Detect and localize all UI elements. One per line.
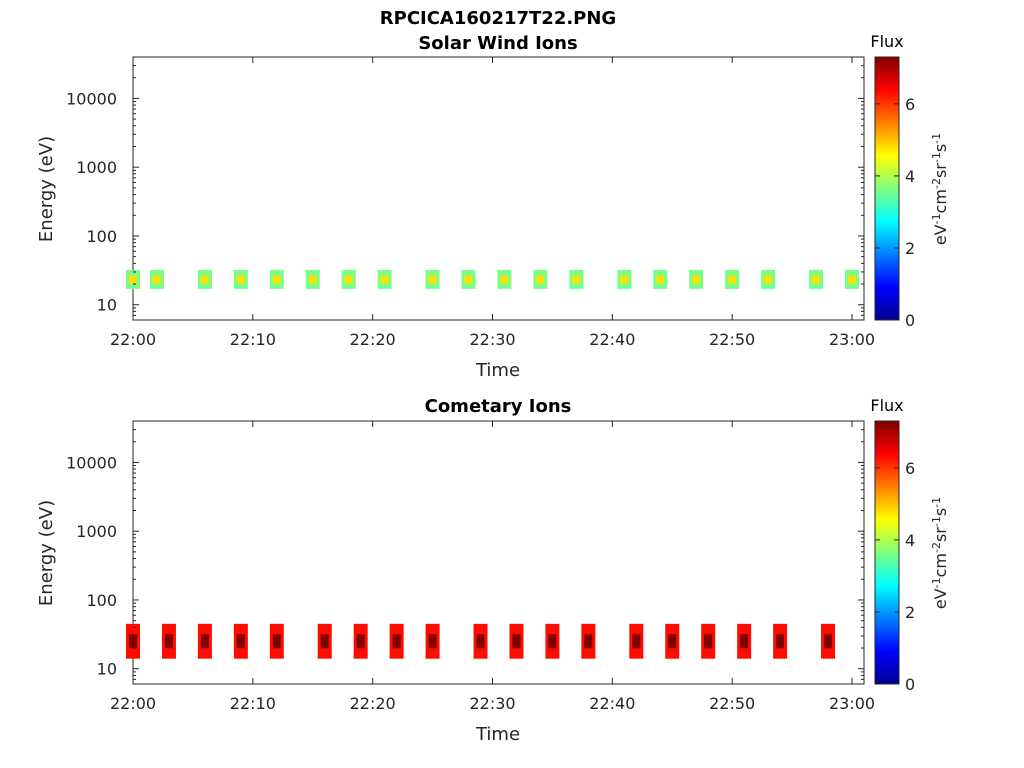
y-tick-label: 10	[97, 296, 117, 315]
colorbar-tick-label: 6	[905, 95, 915, 114]
solar-wind-panel: Solar Wind Ions 22:00 22:10 22:20 22:30 22:4…	[36, 32, 950, 381]
x-tick-label: 22:20	[350, 330, 396, 349]
flux-band-core	[200, 275, 209, 284]
panel-title: Solar Wind Ions	[418, 33, 577, 54]
y-axis-label: Energy (eV)	[36, 500, 57, 606]
flux-band-core	[584, 634, 593, 649]
colorbar-title: Flux	[870, 32, 903, 51]
flux-band-core	[824, 634, 833, 649]
x-tick-label: 22:50	[709, 330, 755, 349]
figure-title: RPCICA160217T22.PNG	[380, 8, 616, 29]
flux-band-core	[152, 275, 161, 284]
spectrogram-marks	[126, 269, 860, 289]
x-tick-label: 22:50	[709, 694, 755, 713]
x-tick-label: 23:00	[829, 694, 875, 713]
flux-band-core	[129, 634, 137, 649]
y-tick-label: 100	[86, 227, 117, 246]
x-tick-label: 22:40	[589, 330, 635, 349]
colorbar-tick-label: 4	[905, 167, 915, 186]
flux-band-core	[572, 275, 581, 284]
colorbar-tick-label: 6	[905, 459, 915, 478]
flux-band-core	[164, 634, 173, 649]
flux-band-core	[812, 275, 821, 284]
colorbar	[874, 420, 900, 685]
flux-band-core	[656, 275, 665, 284]
x-tick-label: 23:00	[829, 330, 875, 349]
y-tick-label: 10	[97, 660, 117, 679]
y-tick-label: 100	[86, 591, 117, 610]
cometary-panel: Cometary Ions 22:00 22:10 22:20 22:30 22:40 2…	[36, 396, 950, 745]
flux-band-core	[776, 634, 785, 649]
flux-band-core	[272, 634, 281, 649]
colorbar	[874, 56, 900, 321]
flux-band-core	[500, 275, 509, 284]
flux-band-core	[272, 275, 281, 284]
colorbar-tick-label: 2	[905, 603, 915, 622]
colorbar-tick-label: 0	[905, 311, 915, 330]
y-tick-label: 1000	[76, 522, 117, 541]
colorbar-tick-label: 0	[905, 675, 915, 694]
y-tick-label: 10000	[66, 89, 117, 108]
colorbar-tick-label: 2	[905, 239, 915, 258]
flux-band-core	[512, 634, 521, 649]
flux-band-core	[236, 634, 245, 649]
colorbar-units: eV-1cm-2sr-1s-1	[930, 497, 950, 609]
colorbar-title: Flux	[870, 396, 903, 415]
flux-band-core	[392, 634, 401, 649]
flux-band-core	[320, 634, 329, 649]
x-tick-label: 22:00	[110, 694, 156, 713]
y-tick-label: 1000	[76, 158, 117, 177]
x-axis-label: Time	[475, 724, 520, 745]
spectrogram-marks	[126, 623, 836, 659]
flux-band-core	[548, 634, 557, 649]
colorbar-units: eV-1cm-2sr-1s-1	[930, 133, 950, 245]
y-tick-label: 10000	[66, 453, 117, 472]
flux-band-core	[129, 275, 137, 284]
flux-band-core	[728, 275, 737, 284]
flux-band-core	[236, 275, 245, 284]
flux-band-core	[848, 275, 857, 284]
y-axis-label: Energy (eV)	[36, 136, 57, 242]
colorbar-ticks: 0 2 4 6	[875, 95, 915, 330]
x-tick-label: 22:00	[110, 330, 156, 349]
flux-band-core	[308, 275, 317, 284]
x-tick-label: 22:10	[230, 694, 276, 713]
flux-band-core	[620, 275, 629, 284]
colorbar-tick-label: 4	[905, 531, 915, 550]
axis-ticks	[132, 420, 864, 685]
flux-band-core	[692, 275, 701, 284]
flux-band-core	[476, 634, 485, 649]
x-tick-label: 22:20	[350, 694, 396, 713]
flux-band-core	[428, 275, 437, 284]
flux-band-core	[632, 634, 641, 649]
x-tick-label: 22:40	[589, 694, 635, 713]
x-tick-label: 22:30	[469, 694, 515, 713]
flux-band-core	[380, 275, 389, 284]
panel-title: Cometary Ions	[425, 396, 572, 417]
x-tick-label: 22:10	[230, 330, 276, 349]
flux-band-core	[428, 634, 437, 649]
flux-band-core	[704, 634, 713, 649]
flux-band-core	[356, 634, 365, 649]
tick-labels: 22:00 22:10 22:20 22:30 22:40 22:50 23:00 10 100…	[66, 453, 875, 713]
flux-band-core	[200, 634, 209, 649]
axis-ticks	[132, 56, 864, 321]
colorbar-ticks: 0 2 4 6	[875, 459, 915, 694]
flux-band-core	[344, 275, 353, 284]
flux-band-core	[536, 275, 545, 284]
x-axis-label: Time	[475, 360, 520, 381]
tick-labels: 22:00 22:10 22:20 22:30 22:40 22:50 23:00 10 100…	[66, 89, 875, 349]
x-tick-label: 22:30	[469, 330, 515, 349]
flux-band-core	[668, 634, 677, 649]
flux-band-core	[740, 634, 749, 649]
flux-band-core	[464, 275, 473, 284]
flux-band-core	[764, 275, 773, 284]
